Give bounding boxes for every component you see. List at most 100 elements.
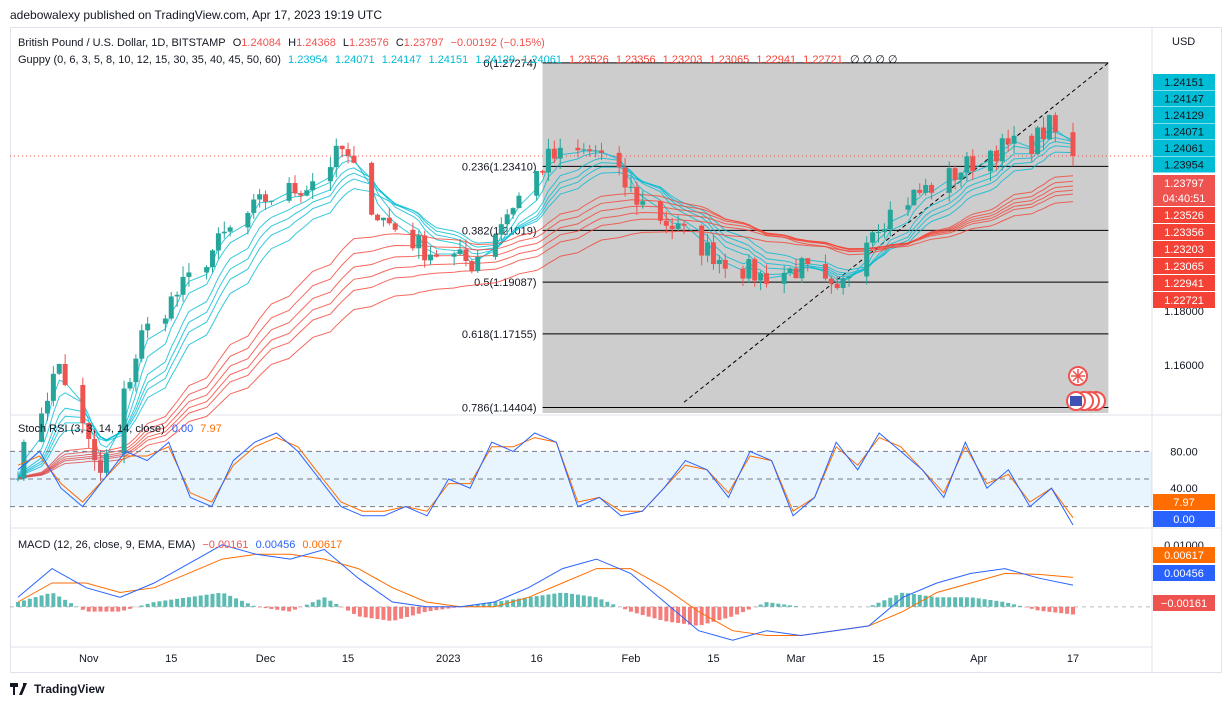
macd-histogram-bar[interactable] [959,597,964,607]
macd-histogram-bar[interactable] [528,596,533,607]
candle-body[interactable] [699,225,705,256]
candle-body[interactable] [475,256,481,272]
macd-histogram-bar[interactable] [322,597,327,607]
macd-histogram-bar[interactable] [499,601,504,607]
macd-histogram-bar[interactable] [387,606,392,621]
macd-histogram-bar[interactable] [163,600,168,607]
macd-histogram-bar[interactable] [516,598,521,607]
macd-histogram-bar[interactable] [245,603,250,607]
candle-body[interactable] [50,373,56,401]
macd-histogram-bar[interactable] [1071,606,1075,615]
macd-histogram-bar[interactable] [1006,602,1011,607]
candle-body[interactable] [822,264,828,279]
macd-histogram-bar[interactable] [1017,605,1022,607]
macd-histogram-bar[interactable] [269,606,274,609]
candle-body[interactable] [245,212,251,228]
usd-flag-icon[interactable] [1070,396,1082,406]
macd-histogram-bar[interactable] [758,604,763,607]
macd-histogram-bar[interactable] [57,596,62,607]
candle-body[interactable] [410,229,416,249]
candle-body[interactable] [1041,127,1047,140]
candle-body[interactable] [386,217,392,224]
macd-histogram-bar[interactable] [1059,606,1064,614]
candle-body[interactable] [640,201,646,205]
macd-histogram-bar[interactable] [139,605,144,607]
candle-body[interactable] [740,268,746,279]
candle-body[interactable] [876,231,882,233]
macd-histogram-bar[interactable] [234,598,239,607]
candle-body[interactable] [127,382,133,389]
candle-body[interactable] [21,441,27,479]
macd-histogram-bar[interactable] [540,595,545,607]
macd-histogram-bar[interactable] [422,606,427,613]
macd-histogram-bar[interactable] [363,606,368,618]
candle-body[interactable] [622,167,628,188]
macd-histogram-bar[interactable] [552,593,557,607]
macd-histogram-bar[interactable] [263,606,268,609]
candle-body[interactable] [310,181,316,191]
macd-histogram-bar[interactable] [45,593,50,607]
candle-body[interactable] [540,170,546,173]
candle-body[interactable] [864,242,870,277]
candle-body[interactable] [92,438,98,461]
guppy-slow-line[interactable] [17,201,1074,480]
candle-body[interactable] [463,249,469,261]
macd-histogram-bar[interactable] [670,606,675,623]
candle-body[interactable] [905,205,911,210]
candle-body[interactable] [834,283,840,289]
macd-histogram-bar[interactable] [511,599,516,607]
macd-histogram-bar[interactable] [687,606,692,625]
candle-body[interactable] [180,276,186,295]
candle-body[interactable] [351,155,357,163]
candle-body[interactable] [551,148,557,159]
macd-histogram-bar[interactable] [729,606,734,617]
candle-body[interactable] [799,258,805,279]
candle-body[interactable] [392,223,398,230]
macd-histogram-bar[interactable] [469,605,474,607]
guppy-label[interactable]: Guppy (0, 6, 3, 5, 8, 10, 12, 15, 30, 35… [18,54,281,66]
candle-body[interactable] [103,453,109,473]
macd-histogram-bar[interactable] [239,600,244,607]
macd-histogram-bar[interactable] [440,606,445,610]
candle-body[interactable] [545,148,551,173]
macd-histogram-bar[interactable] [39,595,44,607]
candle-body[interactable] [492,234,498,257]
guppy-slow-line[interactable] [17,193,1074,480]
candle-body[interactable] [793,268,799,279]
macd-histogram-bar[interactable] [104,606,109,612]
candle-body[interactable] [758,273,764,281]
macd-histogram-bar[interactable] [558,592,563,607]
macd-histogram-bar[interactable] [682,606,687,624]
candle-body[interactable] [286,182,292,201]
candle-body[interactable] [999,138,1005,162]
candle-body[interactable] [752,259,758,281]
candle-body[interactable] [970,156,976,172]
macd-histogram-bar[interactable] [575,594,580,607]
macd-histogram-bar[interactable] [428,606,433,612]
candle-body[interactable] [62,364,68,385]
macd-histogram-bar[interactable] [328,600,333,607]
candle-body[interactable] [510,208,516,215]
macd-histogram-bar[interactable] [1041,606,1046,612]
macd-histogram-bar[interactable] [151,602,156,607]
candle-body[interactable] [333,145,339,168]
candle-body[interactable] [657,201,663,221]
macd-histogram-bar[interactable] [888,597,893,607]
macd-histogram-bar[interactable] [953,597,958,607]
macd-histogram-bar[interactable] [310,602,315,607]
macd-histogram-bar[interactable] [116,606,121,612]
candle-body[interactable] [681,223,687,226]
candle-body[interactable] [746,259,752,279]
macd-histogram-bar[interactable] [1065,606,1070,614]
candle-body[interactable] [263,194,269,202]
stoch-label[interactable]: Stoch RSI (3, 3, 14, 14, close) [18,423,165,435]
macd-histogram-bar[interactable] [304,604,309,607]
macd-histogram-bar[interactable] [51,593,56,607]
candle-body[interactable] [145,323,151,331]
macd-histogram-bar[interactable] [982,599,987,607]
candle-body[interactable] [946,168,952,193]
candle-body[interactable] [451,254,457,257]
macd-histogram-bar[interactable] [222,593,227,607]
candle-body[interactable] [133,358,139,383]
candle-body[interactable] [457,249,463,255]
